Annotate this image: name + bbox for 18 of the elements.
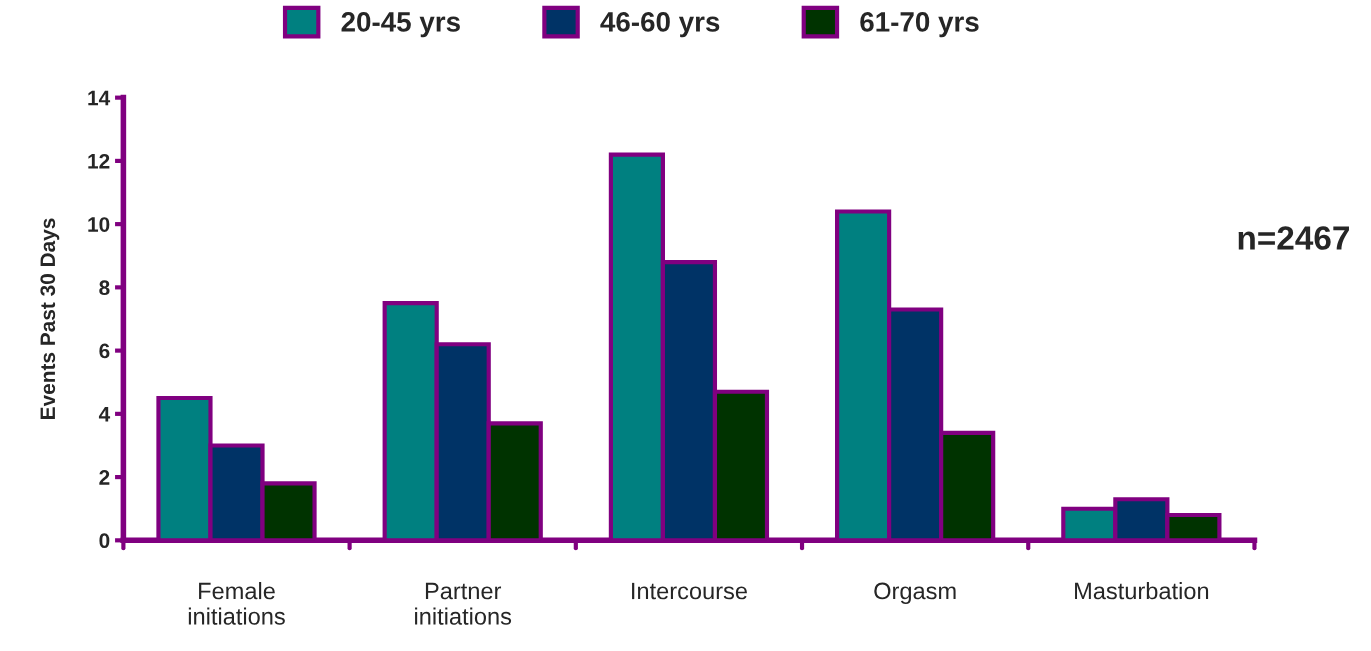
y-tick-label: 8 xyxy=(99,280,110,296)
y-tick-label: 6 xyxy=(99,343,110,359)
x-tick-label: Partner initiations xyxy=(415,582,512,625)
x-tick-label: Intercourse xyxy=(632,582,747,600)
legend-label: 46-60 yrs xyxy=(600,12,720,38)
legend-label: 61-70 yrs xyxy=(860,12,979,38)
y-tick-label: 0 xyxy=(99,533,110,549)
x-tick-label: Masturbation xyxy=(1075,582,1209,600)
y-tick-label: 12 xyxy=(88,153,110,169)
annotation: n=2467 xyxy=(1238,226,1349,250)
y-tick-label: 4 xyxy=(98,407,111,422)
legend-label: 20-45 yrs xyxy=(341,12,460,38)
x-tick-label: Female initiations xyxy=(188,582,285,625)
y-tick-label: 10 xyxy=(88,217,110,232)
y-axis-title: Events Past 30 Days xyxy=(40,218,60,419)
x-tick-label: Orgasm xyxy=(874,582,956,605)
y-tick-label: 14 xyxy=(88,90,111,106)
y-tick-label: 2 xyxy=(99,470,110,485)
